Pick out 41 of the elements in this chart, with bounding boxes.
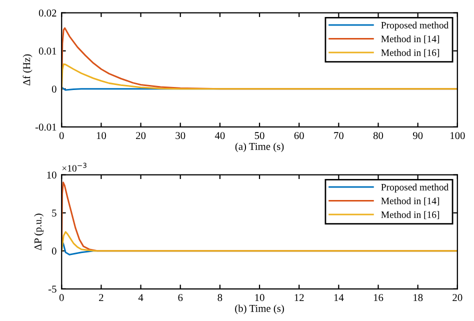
x-tick-label: 70 [334, 132, 344, 140]
y-tick-label: 10 [47, 172, 56, 179]
y-tick-label: -0.01 [35, 124, 56, 131]
x-tick-label: 10 [255, 294, 264, 302]
x-tick-label: 100 [450, 132, 465, 140]
x-tick-label: 60 [294, 132, 304, 140]
x-tick-label: 2 [99, 294, 104, 301]
x-tick-label: 18 [414, 294, 423, 302]
text: ×10$^{−3}$ [62, 162, 86, 172]
y-tick-label: -5 [48, 286, 56, 293]
x-tick-label: 16 [374, 294, 384, 302]
x-tick-label: 90 [412, 132, 423, 140]
x-tick-label: 20 [452, 294, 462, 302]
legend-label: Method in [14] [381, 197, 440, 206]
y-axis-title: ΔP (p.u.) [34, 214, 44, 250]
y-tick-label: 0.01 [38, 48, 56, 55]
x-tick-label: 8 [218, 294, 222, 302]
x-tick-label: 0 [59, 132, 64, 140]
x-tick-label: 10 [96, 132, 106, 140]
x-tick-label: 6 [178, 294, 183, 302]
x-tick-label: 12 [294, 294, 304, 301]
x-tick-label: 50 [254, 132, 264, 140]
y-tick-label: 0.02 [38, 10, 56, 17]
x-axis-title: (b) Time (s) [235, 304, 284, 314]
x-tick-label: 0 [59, 294, 64, 302]
y-axis-title: Δf (Hz) [22, 54, 32, 86]
x-tick-label: 80 [373, 132, 384, 140]
y-tick-label: 0 [52, 248, 56, 255]
legend-label: Proposed method [381, 184, 449, 192]
x-tick-label: 14 [334, 294, 344, 301]
x-tick-label: 4 [138, 294, 144, 301]
x-axis-title: (a) Time (s) [235, 142, 284, 152]
legend-label: Method in [16] [381, 211, 440, 220]
legend-label: Proposed method [381, 22, 449, 30]
legend-label: Method in [14] [381, 35, 440, 44]
x-tick-label: 30 [176, 132, 186, 140]
x-tick-label: 20 [136, 132, 146, 140]
x-tick-label: 40 [214, 132, 225, 140]
legend-label: Method in [16] [381, 49, 440, 58]
y-tick-label: 5 [52, 210, 56, 217]
y-tick-label: 0 [52, 86, 56, 93]
